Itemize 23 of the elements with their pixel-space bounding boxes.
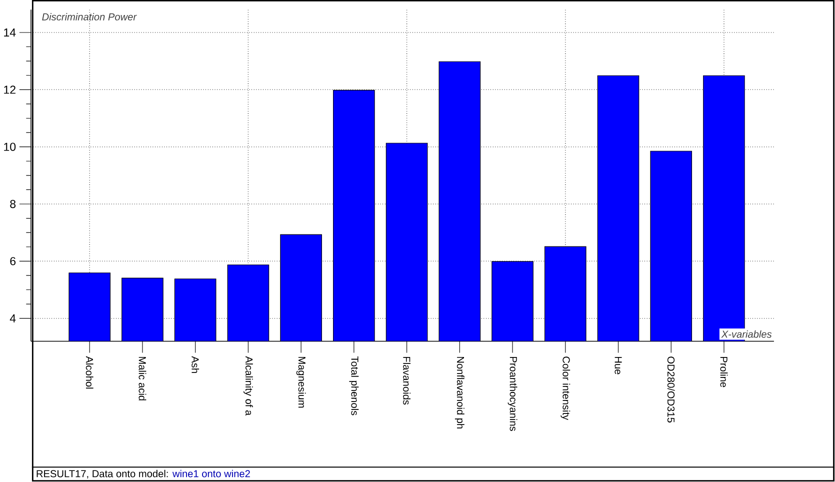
x-tick-label: Alcalinity of a [244,356,253,416]
x-axis-title: X-variables [721,330,772,338]
text: wine1 onto wine2 [172,470,250,478]
x-tick-label: Malic acid [138,357,146,401]
x-tick-label: Ash [192,356,200,374]
x-tick-label: Magnesium [296,357,306,408]
y-tick-label: 10 [4,142,16,152]
y-axis-title: Discrimination Power [42,13,137,21]
x-tick-label: Nonflavanoid ph [454,357,464,429]
x-tick-label: Flavanoids [403,357,410,405]
x-tick-label: Alcohol [86,356,94,389]
x-tick-label: Total phenols [349,356,359,416]
x-tick-label: Proline [720,357,728,388]
x-tick-label: Color intensity [560,356,570,420]
y-tick-label: 12 [4,86,16,94]
x-tick-label: Proanthocyanins [508,357,518,432]
x-tick-label: Hue [614,357,622,374]
y-tick-label: 6 [10,257,16,266]
y-tick-label: 4 [10,314,16,323]
y-tick-label: 8 [10,200,16,208]
x-tick-label: OD280/OD315 [667,356,675,423]
y-tick-label: 14 [4,28,16,37]
text: RESULT17, Data onto model: [36,470,168,479]
